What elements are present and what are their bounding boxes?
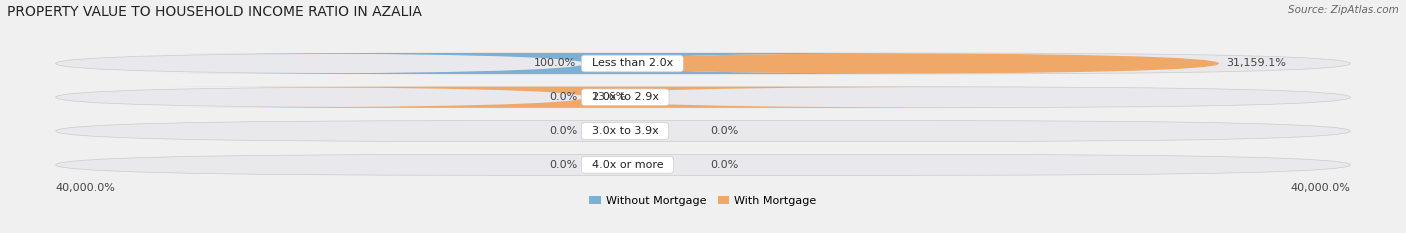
Text: Source: ZipAtlas.com: Source: ZipAtlas.com <box>1288 5 1399 15</box>
Text: PROPERTY VALUE TO HOUSEHOLD INCOME RATIO IN AZALIA: PROPERTY VALUE TO HOUSEHOLD INCOME RATIO… <box>7 5 422 19</box>
Text: 31,159.1%: 31,159.1% <box>1226 58 1286 69</box>
Text: 4.0x or more: 4.0x or more <box>585 160 671 170</box>
Text: 40,000.0%: 40,000.0% <box>56 183 115 193</box>
FancyBboxPatch shape <box>56 53 1350 74</box>
Text: 13.6%: 13.6% <box>592 92 627 102</box>
Text: 0.0%: 0.0% <box>550 92 578 102</box>
Text: Less than 2.0x: Less than 2.0x <box>585 58 681 69</box>
FancyBboxPatch shape <box>585 53 1219 74</box>
FancyBboxPatch shape <box>56 121 1350 141</box>
Text: 0.0%: 0.0% <box>550 126 578 136</box>
Text: 100.0%: 100.0% <box>534 58 576 69</box>
Text: 40,000.0%: 40,000.0% <box>1291 183 1350 193</box>
Text: 2.0x to 2.9x: 2.0x to 2.9x <box>585 92 665 102</box>
Text: 0.0%: 0.0% <box>550 160 578 170</box>
FancyBboxPatch shape <box>153 87 1017 108</box>
Text: 0.0%: 0.0% <box>710 126 738 136</box>
FancyBboxPatch shape <box>153 53 1015 74</box>
Text: 3.0x to 3.9x: 3.0x to 3.9x <box>585 126 665 136</box>
FancyBboxPatch shape <box>56 154 1350 175</box>
Legend: Without Mortgage, With Mortgage: Without Mortgage, With Mortgage <box>589 196 817 206</box>
Text: 0.0%: 0.0% <box>710 160 738 170</box>
FancyBboxPatch shape <box>56 87 1350 108</box>
